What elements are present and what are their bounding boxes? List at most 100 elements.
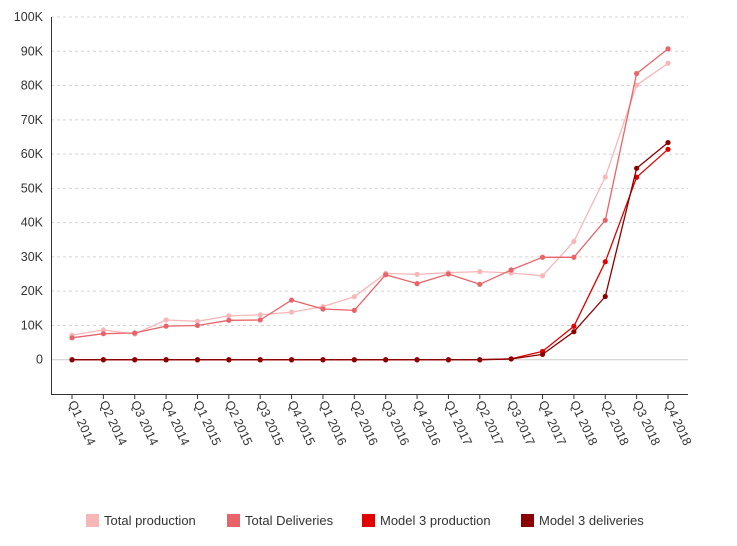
legend-item[interactable]: Total production (86, 513, 196, 528)
y-tick-label: 80K (21, 79, 44, 93)
y-tick-label: 40K (21, 216, 44, 230)
x-tick-label: Q1 2018 (567, 398, 600, 447)
data-point[interactable] (602, 259, 608, 265)
data-point[interactable] (320, 306, 326, 312)
x-tick-label: Q4 2014 (159, 398, 192, 447)
series-model-3-deliveries (69, 139, 671, 363)
data-point[interactable] (194, 322, 201, 329)
data-point[interactable] (226, 357, 232, 363)
data-point[interactable] (194, 318, 201, 324)
data-point[interactable] (100, 357, 106, 363)
y-tick-label: 30K (21, 250, 44, 264)
data-point[interactable] (634, 70, 640, 77)
data-point[interactable] (665, 60, 671, 66)
data-point[interactable] (602, 293, 608, 300)
data-point[interactable] (257, 317, 263, 323)
x-tick-label: Q3 2016 (379, 398, 412, 447)
data-point[interactable] (163, 323, 169, 329)
data-point[interactable] (508, 356, 514, 362)
y-tick-label: 0 (36, 353, 43, 367)
data-point[interactable] (539, 273, 546, 279)
data-point[interactable] (100, 331, 106, 337)
data-point[interactable] (383, 272, 389, 278)
data-point[interactable] (132, 357, 138, 363)
data-point[interactable] (414, 271, 420, 277)
data-point[interactable] (226, 317, 232, 323)
x-tick-label: Q3 2018 (630, 398, 663, 447)
data-point[interactable] (571, 238, 577, 245)
data-point[interactable] (571, 323, 577, 329)
y-tick-label: 100K (14, 10, 44, 24)
data-point[interactable] (602, 217, 608, 223)
x-tick-label: Q4 2015 (285, 398, 318, 447)
data-point[interactable] (351, 307, 357, 313)
data-point[interactable] (414, 357, 420, 363)
x-tick-label: Q2 2017 (473, 398, 506, 447)
data-point[interactable] (445, 357, 452, 363)
legend-item[interactable]: Total Deliveries (227, 513, 334, 528)
data-point[interactable] (288, 357, 295, 363)
legend-swatch (362, 514, 375, 527)
data-point[interactable] (539, 351, 546, 358)
data-point[interactable] (665, 139, 671, 146)
data-point[interactable] (257, 312, 263, 318)
series-model-3-production (69, 146, 671, 363)
data-point[interactable] (163, 357, 169, 363)
legend-swatch (227, 514, 240, 527)
data-point[interactable] (477, 357, 483, 363)
series-line (71, 48, 669, 339)
data-point[interactable] (571, 254, 577, 260)
x-tick-label: Q4 2018 (661, 398, 694, 447)
legend-swatch (86, 514, 99, 527)
data-point[interactable] (69, 335, 75, 341)
data-point[interactable] (665, 146, 671, 152)
data-point[interactable] (445, 271, 452, 277)
data-point[interactable] (163, 317, 169, 323)
data-point[interactable] (414, 281, 420, 287)
data-point[interactable] (571, 329, 577, 335)
series-line (72, 142, 669, 361)
data-point[interactable] (194, 357, 201, 363)
data-point[interactable] (477, 269, 483, 275)
data-point[interactable] (634, 165, 640, 171)
series-lines (69, 46, 671, 363)
gridlines (51, 16, 688, 361)
data-point[interactable] (602, 174, 608, 180)
data-point[interactable] (320, 357, 326, 363)
data-point[interactable] (257, 357, 263, 363)
y-tick-label: 90K (21, 44, 44, 58)
legend-item[interactable]: Model 3 deliveries (521, 513, 644, 528)
y-tick-label: 60K (21, 147, 44, 161)
data-point[interactable] (100, 327, 106, 333)
data-point[interactable] (351, 294, 357, 300)
y-tick-label: 50K (21, 181, 44, 195)
x-tick-label: Q1 2017 (442, 398, 475, 447)
legend-label: Total production (104, 513, 196, 528)
data-point[interactable] (226, 313, 232, 319)
x-tick-label: Q1 2016 (316, 398, 349, 447)
legend: Total production Total Deliveries Model 3 … (86, 513, 644, 528)
series-line (71, 62, 669, 336)
data-point[interactable] (132, 330, 138, 336)
x-tick-label: Q2 2016 (348, 398, 381, 447)
legend-item[interactable]: Model 3 production (362, 513, 491, 528)
data-point[interactable] (383, 357, 389, 363)
x-tick-label: Q1 2015 (191, 398, 224, 447)
data-point[interactable] (634, 82, 640, 88)
data-point[interactable] (508, 267, 514, 273)
x-tick-label: Q3 2014 (128, 398, 161, 447)
x-tick-label: Q1 2014 (65, 398, 98, 447)
data-point[interactable] (665, 46, 671, 52)
data-point[interactable] (288, 309, 295, 315)
data-point[interactable] (288, 297, 295, 303)
legend-label: Total Deliveries (245, 513, 334, 528)
data-point[interactable] (69, 357, 75, 363)
x-tick-label: Q3 2017 (504, 398, 537, 447)
data-point[interactable] (351, 357, 357, 363)
x-tick-label: Q4 2017 (536, 398, 569, 447)
data-point[interactable] (539, 254, 546, 260)
data-point[interactable] (477, 281, 483, 287)
y-tick-label: 70K (21, 113, 44, 127)
